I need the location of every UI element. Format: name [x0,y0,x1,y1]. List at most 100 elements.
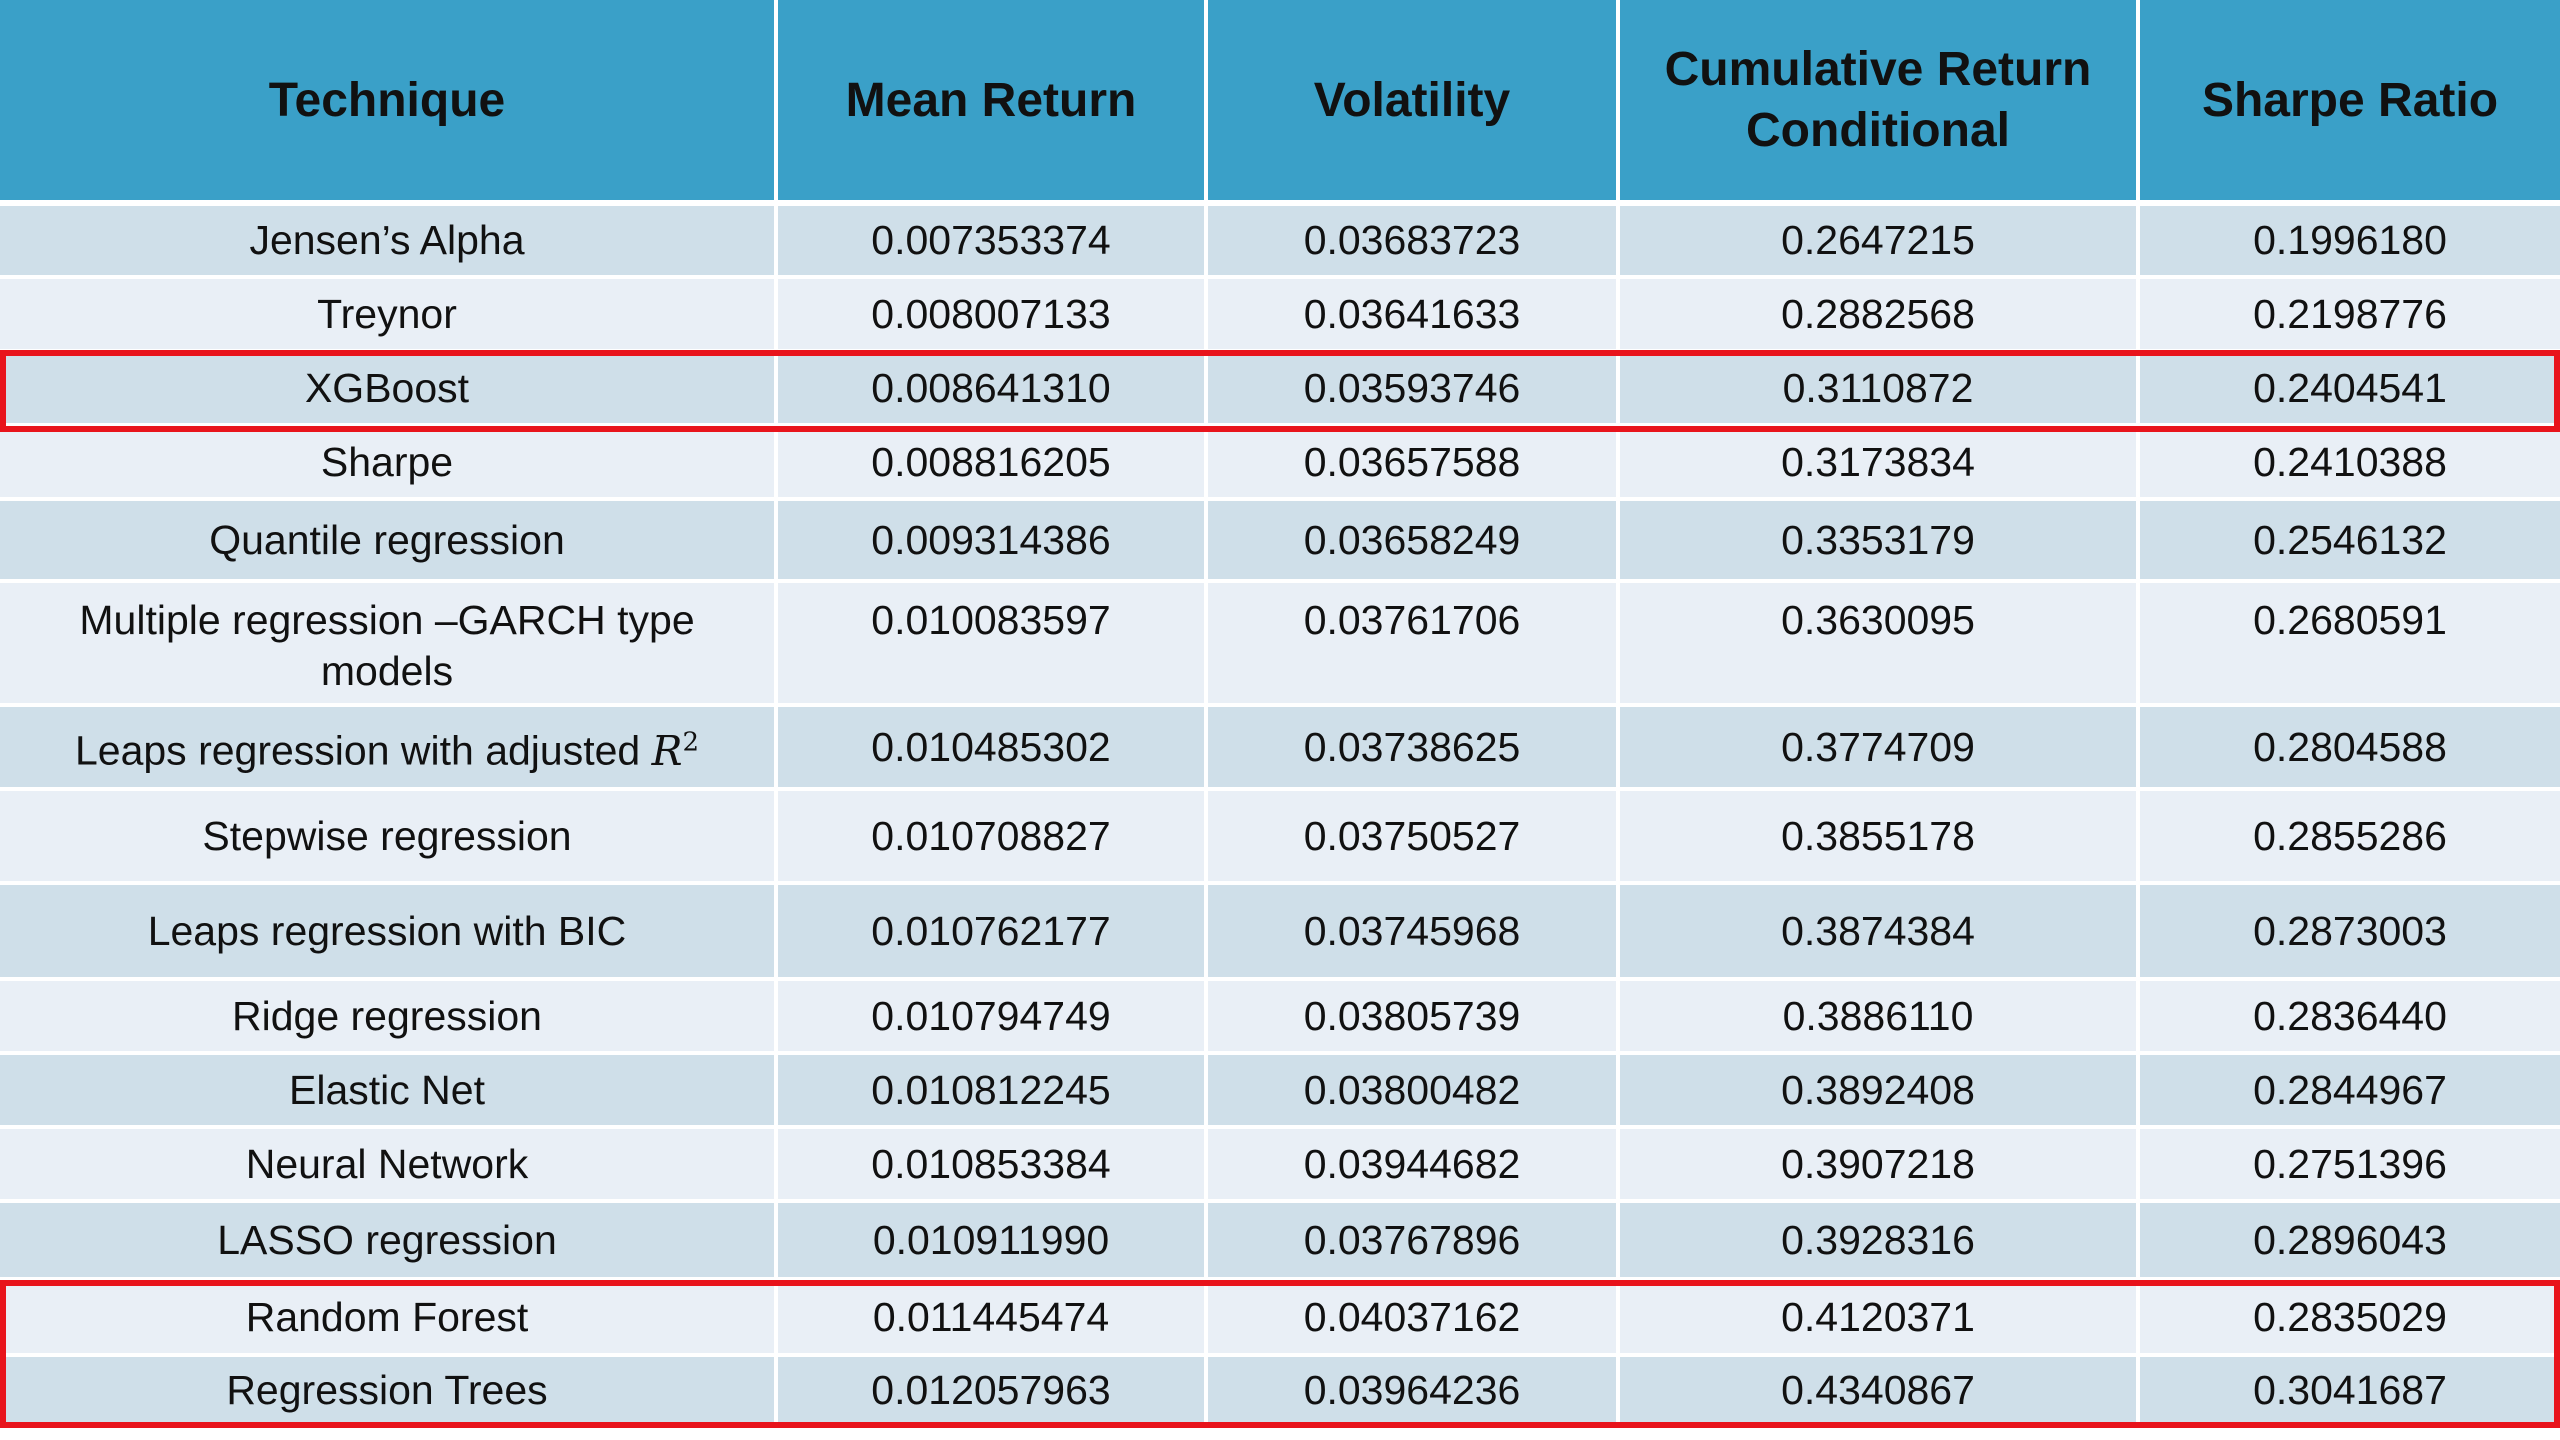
cell-mean-return: 0.010812245 [776,1053,1208,1129]
cell-mean-return: 0.009314386 [776,499,1208,583]
table-row: Quantile regression 0.009314386 0.036582… [0,499,2560,583]
cell-technique: Random Forest [0,1279,778,1357]
cell-volatility: 0.03750527 [1206,789,1620,885]
table-row: Leaps regression with BIC 0.010762177 0.… [0,883,2560,981]
cell-sharpe: 0.2410388 [2138,425,2560,501]
cell-sharpe: 0.2896043 [2138,1201,2560,1281]
cell-cumulative: 0.3630095 [1618,581,2140,707]
header-volatility: Volatility [1206,0,1620,206]
technique-text: Leaps regression with adjusted [74,727,641,774]
cell-mean-return: 0.008816205 [776,425,1208,501]
cell-technique: Regression Trees [0,1355,778,1427]
cell-sharpe: 0.2546132 [2138,499,2560,583]
cell-volatility: 0.03944682 [1206,1127,1620,1203]
table-row: Elastic Net 0.010812245 0.03800482 0.389… [0,1053,2560,1129]
table-row: Stepwise regression 0.010708827 0.037505… [0,789,2560,885]
cell-technique: XGBoost [0,351,778,427]
table-row: Treynor 0.008007133 0.03641633 0.2882568… [0,277,2560,353]
cell-sharpe: 0.2404541 [2138,351,2560,427]
cell-mean-return: 0.010853384 [776,1127,1208,1203]
cell-sharpe: 0.2198776 [2138,277,2560,353]
cell-cumulative: 0.3774709 [1618,705,2140,791]
cell-sharpe: 0.2855286 [2138,789,2560,885]
cell-volatility: 0.03800482 [1206,1053,1620,1129]
cell-cumulative: 0.2882568 [1618,277,2140,353]
cell-cumulative: 0.3892408 [1618,1053,2140,1129]
cell-mean-return: 0.008007133 [776,277,1208,353]
cell-technique: Ridge regression [0,979,778,1055]
cell-volatility: 0.03683723 [1206,203,1620,279]
cell-technique: Elastic Net [0,1053,778,1129]
cell-sharpe: 0.2835029 [2138,1279,2560,1357]
cell-cumulative: 0.4120371 [1618,1279,2140,1357]
cell-sharpe: 0.2680591 [2138,581,2560,707]
cell-cumulative: 0.3855178 [1618,789,2140,885]
cell-technique: Jensen’s Alpha [0,203,778,279]
cell-technique: Multiple regression –GARCH type models [0,581,778,707]
cell-volatility: 0.04037162 [1206,1279,1620,1357]
table-row: Random Forest 0.011445474 0.04037162 0.4… [0,1279,2560,1357]
cell-technique: Leaps regression with adjusted R2 [0,705,778,791]
cell-cumulative: 0.4340867 [1618,1355,2140,1427]
table-row: Multiple regression –GARCH type models 0… [0,581,2560,707]
header-sharpe-ratio: Sharpe Ratio [2138,0,2560,206]
cell-cumulative: 0.3928316 [1618,1201,2140,1281]
cell-mean-return: 0.007353374 [776,203,1208,279]
cell-sharpe: 0.2836440 [2138,979,2560,1055]
cell-mean-return: 0.011445474 [776,1279,1208,1357]
cell-mean-return: 0.010083597 [776,581,1208,707]
cell-volatility: 0.03738625 [1206,705,1620,791]
cell-volatility: 0.03964236 [1206,1355,1620,1427]
table-row: Regression Trees 0.012057963 0.03964236 … [0,1355,2560,1427]
cell-volatility: 0.03805739 [1206,979,1620,1055]
cell-cumulative: 0.3874384 [1618,883,2140,981]
table-row: Ridge regression 0.010794749 0.03805739 … [0,979,2560,1055]
cell-cumulative: 0.3173834 [1618,425,2140,501]
cell-technique: Leaps regression with BIC [0,883,778,981]
cell-sharpe: 0.2844967 [2138,1053,2560,1129]
cell-sharpe: 0.3041687 [2138,1355,2560,1427]
cell-volatility: 0.03657588 [1206,425,1620,501]
cell-technique: Treynor [0,277,778,353]
cell-technique: Stepwise regression [0,789,778,885]
cell-volatility: 0.03593746 [1206,351,1620,427]
cell-sharpe: 0.2873003 [2138,883,2560,981]
table-row: Leaps regression with adjusted R2 0.0104… [0,705,2560,791]
cell-mean-return: 0.012057963 [776,1355,1208,1427]
cell-technique: Sharpe [0,425,778,501]
table-row: Jensen’s Alpha 0.007353374 0.03683723 0.… [0,203,2560,279]
table-row: XGBoost 0.008641310 0.03593746 0.3110872… [0,351,2560,427]
cell-sharpe: 0.2751396 [2138,1127,2560,1203]
header-technique: Technique [0,0,778,206]
cell-sharpe: 0.1996180 [2138,203,2560,279]
cell-volatility: 0.03761706 [1206,581,1620,707]
cell-mean-return: 0.010794749 [776,979,1208,1055]
cell-mean-return: 0.010911990 [776,1201,1208,1281]
r-squared-math: R2 [651,726,700,775]
cell-mean-return: 0.008641310 [776,351,1208,427]
header-mean-return: Mean Return [776,0,1208,206]
cell-technique: Quantile regression [0,499,778,583]
cell-volatility: 0.03641633 [1206,277,1620,353]
cell-technique: Neural Network [0,1127,778,1203]
table-row: LASSO regression 0.010911990 0.03767896 … [0,1201,2560,1281]
cell-cumulative: 0.3110872 [1618,351,2140,427]
cell-cumulative: 0.3886110 [1618,979,2140,1055]
cell-cumulative: 0.3353179 [1618,499,2140,583]
cell-mean-return: 0.010708827 [776,789,1208,885]
header-row: Technique Mean Return Volatility Cumulat… [0,0,2560,206]
cell-cumulative: 0.2647215 [1618,203,2140,279]
table-row: Sharpe 0.008816205 0.03657588 0.3173834 … [0,425,2560,501]
cell-volatility: 0.03767896 [1206,1201,1620,1281]
cell-mean-return: 0.010762177 [776,883,1208,981]
cell-sharpe: 0.2804588 [2138,705,2560,791]
cell-technique: LASSO regression [0,1201,778,1281]
table-row: Neural Network 0.010853384 0.03944682 0.… [0,1127,2560,1203]
cell-volatility: 0.03658249 [1206,499,1620,583]
cell-volatility: 0.03745968 [1206,883,1620,981]
header-cumulative-return-conditional: Cumulative Return Conditional [1618,0,2140,206]
cell-cumulative: 0.3907218 [1618,1127,2140,1203]
cell-mean-return: 0.010485302 [776,705,1208,791]
